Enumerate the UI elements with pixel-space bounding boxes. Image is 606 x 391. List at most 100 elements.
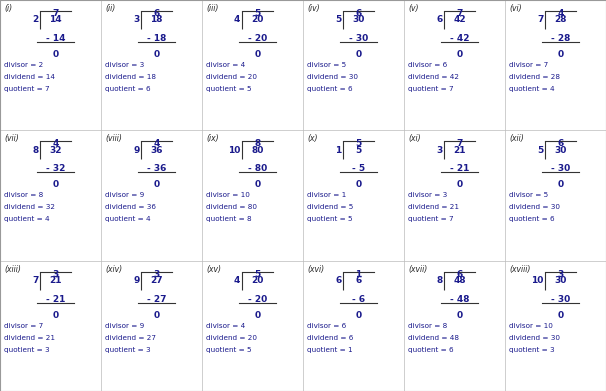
Text: dividend = 5: dividend = 5	[307, 204, 353, 210]
Text: 21: 21	[49, 276, 62, 285]
Text: dividend = 20: dividend = 20	[206, 335, 257, 341]
Text: 20: 20	[251, 16, 264, 25]
Text: 7: 7	[456, 139, 463, 148]
Text: (x): (x)	[307, 135, 318, 143]
Text: dividend = 21: dividend = 21	[408, 204, 459, 210]
Text: divisor = 2: divisor = 2	[4, 62, 43, 68]
Text: - 42: - 42	[450, 34, 469, 43]
Text: - 30: - 30	[551, 164, 570, 173]
Text: dividend = 30: dividend = 30	[509, 335, 560, 341]
Text: 6: 6	[456, 270, 462, 279]
Text: 42: 42	[453, 16, 466, 25]
Text: 4: 4	[234, 276, 241, 285]
Text: 8: 8	[255, 139, 261, 148]
Text: 3: 3	[153, 270, 159, 279]
Text: quotient = 3: quotient = 3	[509, 347, 554, 353]
Text: 0: 0	[456, 180, 462, 189]
Text: 9: 9	[133, 146, 139, 155]
Text: divisor = 10: divisor = 10	[509, 323, 553, 329]
Text: 4: 4	[558, 9, 564, 18]
Text: 0: 0	[255, 50, 261, 59]
Text: dividend = 36: dividend = 36	[105, 204, 156, 210]
Text: 8: 8	[436, 276, 442, 285]
Text: 0: 0	[53, 311, 59, 320]
Text: dividend = 30: dividend = 30	[307, 74, 358, 80]
Text: divisor = 5: divisor = 5	[509, 192, 548, 198]
Text: 3: 3	[133, 16, 139, 25]
Text: quotient = 4: quotient = 4	[105, 216, 151, 222]
Text: - 32: - 32	[46, 164, 65, 173]
Text: 30: 30	[554, 276, 567, 285]
Text: 8: 8	[32, 146, 38, 155]
Text: divisor = 5: divisor = 5	[307, 62, 346, 68]
Text: 6: 6	[153, 9, 159, 18]
Text: 0: 0	[558, 50, 564, 59]
Text: quotient = 7: quotient = 7	[4, 86, 50, 92]
Text: dividend = 28: dividend = 28	[509, 74, 560, 80]
Text: dividend = 20: dividend = 20	[206, 74, 257, 80]
Text: 30: 30	[554, 146, 567, 155]
Text: 4: 4	[234, 16, 241, 25]
Text: divisor = 7: divisor = 7	[509, 62, 548, 68]
Text: - 27: - 27	[147, 295, 166, 304]
Text: 10: 10	[531, 276, 544, 285]
Text: 2: 2	[32, 16, 38, 25]
Text: (xv): (xv)	[206, 265, 221, 274]
Text: 20: 20	[251, 276, 264, 285]
Text: 0: 0	[53, 180, 59, 189]
Text: quotient = 7: quotient = 7	[408, 86, 454, 92]
Text: 6: 6	[356, 276, 362, 285]
Text: - 30: - 30	[551, 295, 570, 304]
Text: 0: 0	[53, 50, 59, 59]
Text: quotient = 3: quotient = 3	[4, 347, 50, 353]
Text: divisor = 9: divisor = 9	[105, 192, 144, 198]
Text: (xiii): (xiii)	[4, 265, 21, 274]
Text: 6: 6	[436, 16, 442, 25]
Text: dividend = 14: dividend = 14	[4, 74, 55, 80]
Text: dividend = 21: dividend = 21	[4, 335, 55, 341]
Text: 7: 7	[52, 9, 59, 18]
Text: dividend = 32: dividend = 32	[4, 204, 55, 210]
Text: divisor = 9: divisor = 9	[105, 323, 144, 329]
Text: divisor = 4: divisor = 4	[206, 62, 245, 68]
Text: 5: 5	[255, 9, 261, 18]
Text: dividend = 6: dividend = 6	[307, 335, 353, 341]
Text: quotient = 7: quotient = 7	[408, 216, 454, 222]
Text: (xi): (xi)	[408, 135, 421, 143]
Text: 0: 0	[356, 311, 362, 320]
Text: quotient = 6: quotient = 6	[408, 347, 454, 353]
Text: - 80: - 80	[248, 164, 267, 173]
Text: - 28: - 28	[551, 34, 570, 43]
Text: (iii): (iii)	[206, 4, 218, 13]
Text: 36: 36	[150, 146, 163, 155]
Text: quotient = 4: quotient = 4	[4, 216, 50, 222]
Text: 0: 0	[153, 180, 159, 189]
Text: 0: 0	[153, 311, 159, 320]
Text: - 36: - 36	[147, 164, 166, 173]
Text: - 21: - 21	[450, 164, 469, 173]
Text: divisor = 6: divisor = 6	[408, 62, 447, 68]
Text: 3: 3	[53, 270, 59, 279]
Text: 1: 1	[335, 146, 341, 155]
Text: quotient = 4: quotient = 4	[509, 86, 554, 92]
Text: quotient = 5: quotient = 5	[307, 216, 353, 222]
Text: quotient = 1: quotient = 1	[307, 347, 353, 353]
Text: (i): (i)	[4, 4, 12, 13]
Text: quotient = 5: quotient = 5	[206, 86, 251, 92]
Text: 30: 30	[352, 16, 365, 25]
Text: divisor = 7: divisor = 7	[4, 323, 43, 329]
Text: 3: 3	[436, 146, 442, 155]
Text: 0: 0	[558, 311, 564, 320]
Text: 5: 5	[335, 16, 341, 25]
Text: 0: 0	[456, 311, 462, 320]
Text: (vi): (vi)	[509, 4, 522, 13]
Text: (ii): (ii)	[105, 4, 115, 13]
Text: 6: 6	[356, 9, 362, 18]
Text: 0: 0	[255, 180, 261, 189]
Text: dividend = 42: dividend = 42	[408, 74, 459, 80]
Text: quotient = 8: quotient = 8	[206, 216, 251, 222]
Text: 28: 28	[554, 16, 567, 25]
Text: dividend = 48: dividend = 48	[408, 335, 459, 341]
Text: - 5: - 5	[352, 164, 365, 173]
Text: 0: 0	[255, 311, 261, 320]
